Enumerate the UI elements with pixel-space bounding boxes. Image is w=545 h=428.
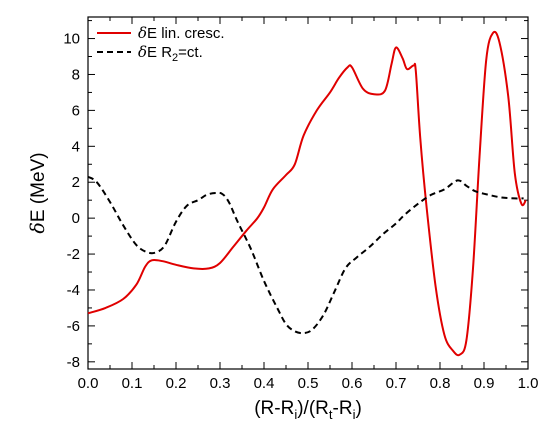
x-tick-label: 0.7 (386, 375, 407, 392)
legend-label-lin-cresc-greek: δ (138, 24, 147, 42)
y-tick-label: -8 (67, 354, 80, 371)
x-tick-label: 0.5 (298, 375, 319, 392)
y-tick-label: 6 (72, 102, 80, 119)
x-tick-label: 0.1 (122, 375, 143, 392)
series-line-lin-cresc (87, 30, 527, 357)
y-tick-labels: -8 -6 -4 -2 0 2 4 6 8 10 (63, 31, 80, 371)
y-tick-label: 8 (72, 66, 80, 83)
x-tick-label: 0.6 (342, 375, 363, 392)
x-tick-label: 0.0 (78, 375, 99, 392)
x-tick-label: 1.0 (518, 375, 539, 392)
x-tick-labels: 0.0 0.1 0.2 0.3 0.4 0.5 0.6 0.7 0.8 0.9 1.0 (78, 375, 539, 392)
x-tick-label: 0.4 (254, 375, 275, 392)
tick-marks (87, 17, 529, 369)
series-line-r2-ct (87, 175, 524, 335)
x-axis-label-sub1: i (294, 407, 297, 422)
y-tick-label: 4 (72, 138, 80, 155)
legend-label-r2-ct-sub: 2 (172, 52, 178, 64)
plot-area: 0.0 0.1 0.2 0.3 0.4 0.5 0.6 0.7 0.8 0.9 1.0 -8 -6 -4… (63, 16, 539, 392)
x-axis-label: (R-Ri)/(Rt-Ri) (254, 398, 362, 422)
legend-label-r2-ct-text: E R (147, 44, 172, 61)
x-axis-label-sub2: t (329, 407, 333, 422)
legend: δE lin. cresc. δE R2=ct. (97, 24, 225, 64)
x-tick-label: 0.2 (166, 375, 187, 392)
x-axis-label-part4: ) (355, 398, 361, 419)
y-tick-label: -2 (67, 246, 80, 263)
x-axis-label-part2: )/(R (297, 398, 329, 419)
y-axis-label-text: E (MeV) (28, 152, 49, 222)
x-axis-label-sub3: i (353, 407, 356, 422)
legend-label-r2-ct-tail: =ct. (178, 44, 203, 61)
legend-label-lin-cresc: δE lin. cresc. (138, 24, 225, 42)
legend-label-r2-ct: δE R2=ct. (138, 43, 203, 64)
legend-label-r2-ct-greek: δ (138, 43, 147, 61)
x-axis-label-part3: -R (333, 398, 353, 419)
legend-label-lin-cresc-text: E lin. cresc. (147, 25, 225, 42)
x-tick-label: 0.3 (210, 375, 231, 392)
series-group (87, 30, 527, 357)
y-axis-label-greek: δ (27, 222, 49, 233)
y-tick-label: -6 (67, 318, 80, 335)
y-tick-label: 0 (72, 210, 80, 227)
x-axis-label-part1: (R-R (254, 398, 294, 419)
y-tick-label: 10 (63, 31, 80, 48)
y-axis-label: δE (MeV) (27, 152, 49, 233)
plot-frame (87, 16, 529, 370)
y-tick-label: 2 (72, 174, 80, 191)
x-tick-label: 0.9 (474, 375, 495, 392)
y-tick-label: -4 (67, 282, 80, 299)
x-tick-label: 0.8 (430, 375, 451, 392)
